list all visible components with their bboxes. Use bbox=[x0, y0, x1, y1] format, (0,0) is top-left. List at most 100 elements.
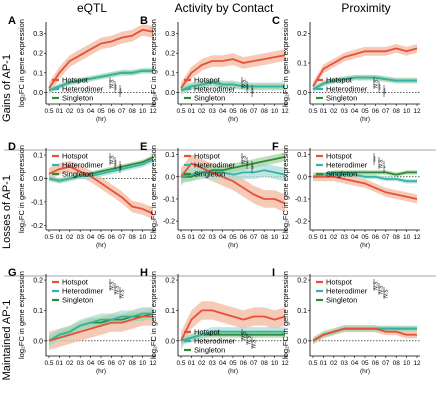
y-axis-label: log₂FC in gene expression bbox=[281, 145, 290, 233]
x-tick-label: 04 bbox=[219, 108, 227, 115]
x-tick-label: 0.5 bbox=[176, 108, 185, 115]
x-tick-label: 01 bbox=[188, 234, 196, 241]
significance-label: *** bbox=[379, 84, 385, 90]
band-singleton bbox=[181, 152, 285, 182]
significance-label: N.S. bbox=[110, 154, 116, 164]
y-tick-label: -0.1 bbox=[163, 196, 175, 203]
legend-item-singleton: Singleton bbox=[62, 296, 93, 305]
legend-item-singleton: Singleton bbox=[194, 346, 225, 355]
y-tick-label: 0.0 bbox=[165, 90, 175, 97]
x-tick-label: 06 bbox=[372, 360, 380, 367]
y-tick-label: -0.2 bbox=[295, 219, 307, 226]
x-tick-label: 05 bbox=[97, 360, 105, 367]
x-tick-label: 04 bbox=[351, 108, 359, 115]
x-tick-label: 01 bbox=[188, 108, 196, 115]
panel-a: A 0.3 0.2 0.1 0.0 0.5 01 02 03 04 05 06 07 08 10 12 (hr)… bbox=[8, 15, 157, 123]
y-tick-label: 0.0 bbox=[297, 90, 307, 97]
x-tick-label: 03 bbox=[209, 360, 217, 367]
band-hotspot bbox=[313, 44, 417, 91]
band-singleton bbox=[49, 155, 153, 184]
x-tick-label: 08 bbox=[261, 234, 269, 241]
y-axis-label: log₂FC in gene expression bbox=[17, 145, 26, 233]
x-tick-label: 08 bbox=[261, 108, 269, 115]
x-tick-label: 03 bbox=[77, 360, 85, 367]
panel-label: D bbox=[8, 141, 16, 153]
x-tick-label: 01 bbox=[56, 234, 64, 241]
panel-label: H bbox=[140, 267, 148, 279]
x-tick-label: 03 bbox=[341, 360, 349, 367]
significance-label: N.S. bbox=[110, 280, 116, 290]
panel-label: B bbox=[140, 15, 148, 27]
significance-label: N.S. bbox=[384, 288, 390, 298]
y-tick-label: 0.1 bbox=[297, 308, 307, 315]
line-hotspot bbox=[312, 327, 417, 342]
x-tick-label: 0.5 bbox=[176, 234, 185, 241]
x-tick-label: 0.5 bbox=[44, 234, 53, 241]
x-tick-label: 08 bbox=[261, 360, 269, 367]
x-tick-label: 03 bbox=[209, 234, 217, 241]
x-tick-label: 02 bbox=[66, 234, 74, 241]
significance-label: N.S. bbox=[242, 154, 248, 164]
legend-item-heterodimer: Heterodimer bbox=[62, 287, 104, 296]
x-tick-label: 07 bbox=[250, 234, 258, 241]
x-axis-label: (hr) bbox=[96, 242, 106, 249]
x-tick-label: 10 bbox=[403, 108, 411, 115]
y-tick-label: 0.2 bbox=[297, 31, 307, 38]
legend-item-hotspot: Hotspot bbox=[194, 152, 221, 161]
legend-item-heterodimer: Heterodimer bbox=[326, 287, 368, 296]
y-tick-label: 0.0 bbox=[297, 174, 307, 181]
panel-b: B0.30.20.10.00.5 01 02 03 04 05 06 07 08 10 12(hr)… bbox=[140, 15, 289, 123]
legend-item-heterodimer: Heterodimer bbox=[326, 85, 368, 94]
x-tick-label: 01 bbox=[188, 360, 196, 367]
row-title-gains: Gains of AP-1 bbox=[1, 54, 13, 122]
x-tick-label: 02 bbox=[330, 360, 338, 367]
x-axis-label: (hr) bbox=[228, 116, 238, 123]
x-tick-label: 02 bbox=[198, 234, 206, 241]
x-tick-label: 0.5 bbox=[44, 360, 53, 367]
legend-item-singleton: Singleton bbox=[62, 94, 93, 103]
x-tick-label: 08 bbox=[393, 360, 401, 367]
y-axis-label: log₂FC in gene expression bbox=[149, 145, 158, 233]
significance-label: N.S. bbox=[374, 280, 380, 290]
x-tick-label: 08 bbox=[393, 108, 401, 115]
x-tick-label: 0.5 bbox=[308, 234, 317, 241]
x-tick-label: 12 bbox=[281, 360, 289, 367]
y-tick-label: 0.1 bbox=[297, 152, 307, 159]
x-tick-label: 0.5 bbox=[176, 360, 185, 367]
x-tick-label: 03 bbox=[341, 234, 349, 241]
y-tick-label: 0.3 bbox=[33, 31, 43, 38]
y-tick-label: 0.2 bbox=[165, 278, 175, 285]
y-tick-label: 0.0 bbox=[33, 338, 43, 345]
x-axis-label: (hr) bbox=[360, 242, 370, 249]
x-tick-label: 04 bbox=[219, 234, 227, 241]
y-tick-label: 0.3 bbox=[165, 31, 175, 38]
panel-h: H0.20.10.00.5 01 02 03 04 05 06 07 08 10 12(hr)log… bbox=[140, 267, 289, 375]
x-tick-label: 06 bbox=[108, 234, 116, 241]
x-tick-label: 12 bbox=[413, 108, 421, 115]
x-tick-label: 04 bbox=[351, 360, 359, 367]
x-tick-label: 12 bbox=[281, 108, 289, 115]
x-tick-label: 06 bbox=[240, 234, 248, 241]
y-tick-label: 0.1 bbox=[33, 308, 43, 315]
significance-label: N.S. bbox=[115, 284, 121, 294]
y-tick-label: 0.1 bbox=[165, 308, 175, 315]
x-tick-label: 01 bbox=[320, 360, 328, 367]
x-tick-label: 08 bbox=[129, 234, 137, 241]
y-axis-label: log₂FC in gene expression bbox=[149, 271, 158, 359]
legend-item-heterodimer: Heterodimer bbox=[62, 161, 104, 170]
y-tick-label: 0.0 bbox=[165, 174, 175, 181]
x-tick-label: 05 bbox=[361, 360, 369, 367]
legend-item-hotspot: Hotspot bbox=[326, 152, 353, 161]
x-tick-label: 06 bbox=[372, 108, 380, 115]
x-tick-label: 07 bbox=[250, 360, 258, 367]
band-hotspot bbox=[313, 172, 417, 204]
x-tick-label: 05 bbox=[97, 108, 105, 115]
x-axis-label: (hr) bbox=[228, 368, 238, 375]
x-tick-label: 02 bbox=[330, 234, 338, 241]
line-singleton bbox=[312, 171, 417, 178]
significance-label: *** bbox=[384, 88, 390, 94]
band-hotspot bbox=[181, 301, 285, 350]
x-tick-label: 05 bbox=[361, 108, 369, 115]
x-tick-label: 10 bbox=[403, 360, 411, 367]
x-tick-label: 07 bbox=[118, 360, 126, 367]
